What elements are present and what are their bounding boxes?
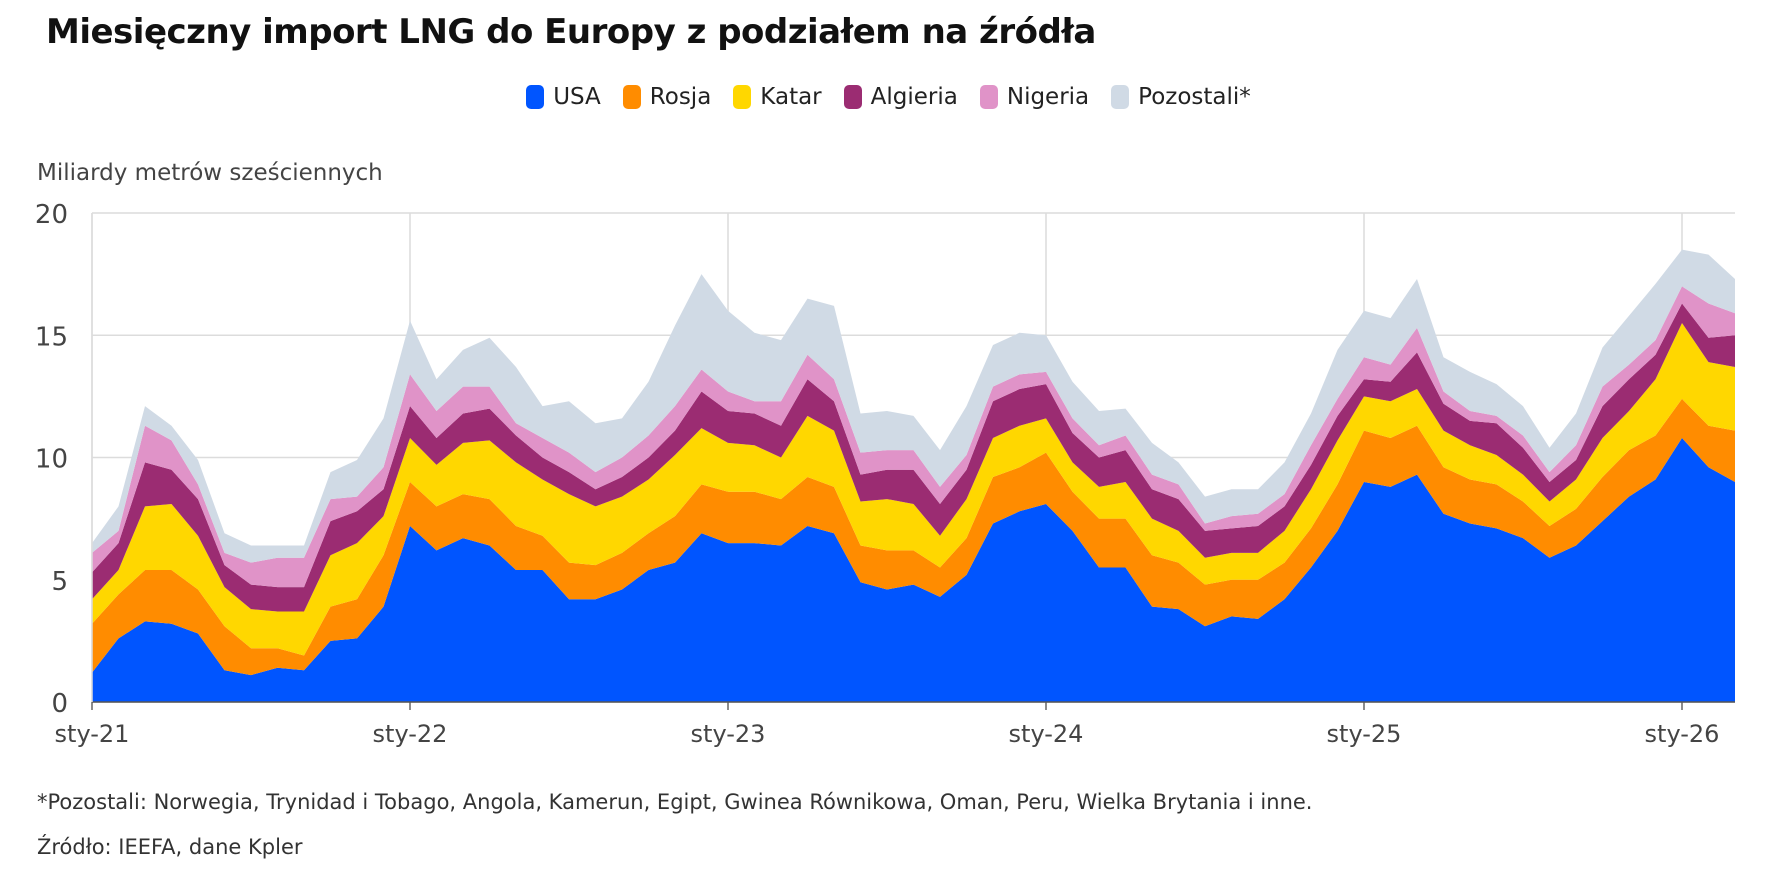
- y-axis-label: Miliardy metrów sześciennych: [37, 160, 383, 186]
- axes: 0 5 10 15 20 sty-21 sty-22 sty-23 sty-24 sty-25 st…: [35, 200, 1735, 748]
- legend-label: Nigeria: [1006, 84, 1090, 110]
- legend-item: USA: [526, 84, 601, 110]
- legend-swatch: [1111, 85, 1130, 109]
- legend-item: Katar: [733, 84, 822, 110]
- legend-swatch: [526, 85, 545, 109]
- source-note: Źródło: IEEFA, dane Kpler: [37, 835, 303, 859]
- footnote: *Pozostali: Norwegia, Trynidad i Tobago,…: [37, 790, 1313, 814]
- legend-swatch: [979, 85, 998, 109]
- x-tick-label: sty-24: [1009, 720, 1084, 748]
- legend-item: Nigeria: [979, 84, 1090, 110]
- x-tick-label: sty-22: [373, 720, 448, 748]
- y-tick-label: 20: [35, 200, 68, 230]
- chart-canvas: 0 5 10 15 20 sty-21 sty-22 sty-23 sty-24 sty-25 st…: [35, 200, 1735, 748]
- legend-item: Algieria: [843, 84, 958, 110]
- stacked-areas: [92, 249, 1735, 702]
- area-series-katar: [92, 323, 1735, 656]
- legend-label: USA: [553, 84, 601, 110]
- legend-swatch: [622, 85, 641, 109]
- legend-swatch: [733, 85, 752, 109]
- x-tick-label: sty-25: [1327, 720, 1402, 748]
- legend-item: Pozostali*: [1111, 84, 1251, 110]
- y-tick-label: 0: [51, 689, 68, 719]
- x-tick-label: sty-26: [1645, 720, 1720, 748]
- y-tick-label: 10: [35, 445, 68, 475]
- legend-label: Rosja: [649, 84, 712, 110]
- chart-title: Miesięczny import LNG do Europy z podzia…: [46, 12, 1096, 52]
- y-tick-label: 15: [35, 322, 68, 352]
- y-tick-label: 5: [51, 567, 68, 597]
- x-tick-label: sty-21: [55, 720, 130, 748]
- legend-item: Rosja: [622, 84, 712, 110]
- area-series-usa: [92, 437, 1735, 702]
- legend: USA Rosja Katar Algieria Nigeria Pozostali*: [0, 84, 1777, 110]
- legend-swatch: [843, 85, 862, 109]
- legend-label: Algieria: [870, 84, 958, 110]
- x-tick-label: sty-23: [691, 720, 766, 748]
- legend-label: Pozostali*: [1138, 84, 1251, 110]
- legend-label: Katar: [760, 84, 822, 110]
